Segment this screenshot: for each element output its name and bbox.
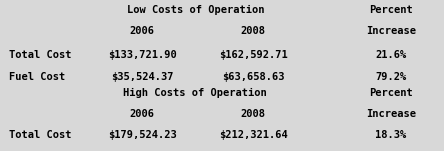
Text: Percent: Percent	[369, 5, 412, 14]
Text: $179,524.23: $179,524.23	[108, 130, 176, 140]
Text: Increase: Increase	[366, 26, 416, 36]
Text: High Costs of Operation: High Costs of Operation	[123, 88, 267, 98]
Text: $35,524.37: $35,524.37	[111, 72, 173, 82]
Text: 21.6%: 21.6%	[375, 50, 406, 60]
Text: Increase: Increase	[366, 109, 416, 119]
Text: 2006: 2006	[130, 109, 155, 119]
Text: $63,658.63: $63,658.63	[222, 72, 284, 82]
Text: Total Cost: Total Cost	[9, 50, 71, 60]
Text: Low Costs of Operation: Low Costs of Operation	[127, 5, 264, 14]
Text: Percent: Percent	[369, 88, 412, 98]
Text: 2008: 2008	[241, 26, 266, 36]
Text: $212,321.64: $212,321.64	[219, 130, 287, 140]
Text: Total Cost: Total Cost	[9, 130, 71, 140]
Text: $133,721.90: $133,721.90	[108, 50, 176, 60]
Text: 79.2%: 79.2%	[375, 72, 406, 82]
Text: 2006: 2006	[130, 26, 155, 36]
Text: 18.3%: 18.3%	[375, 130, 406, 140]
Text: Fuel Cost: Fuel Cost	[9, 72, 65, 82]
Text: $162,592.71: $162,592.71	[219, 50, 287, 60]
Text: 2008: 2008	[241, 109, 266, 119]
